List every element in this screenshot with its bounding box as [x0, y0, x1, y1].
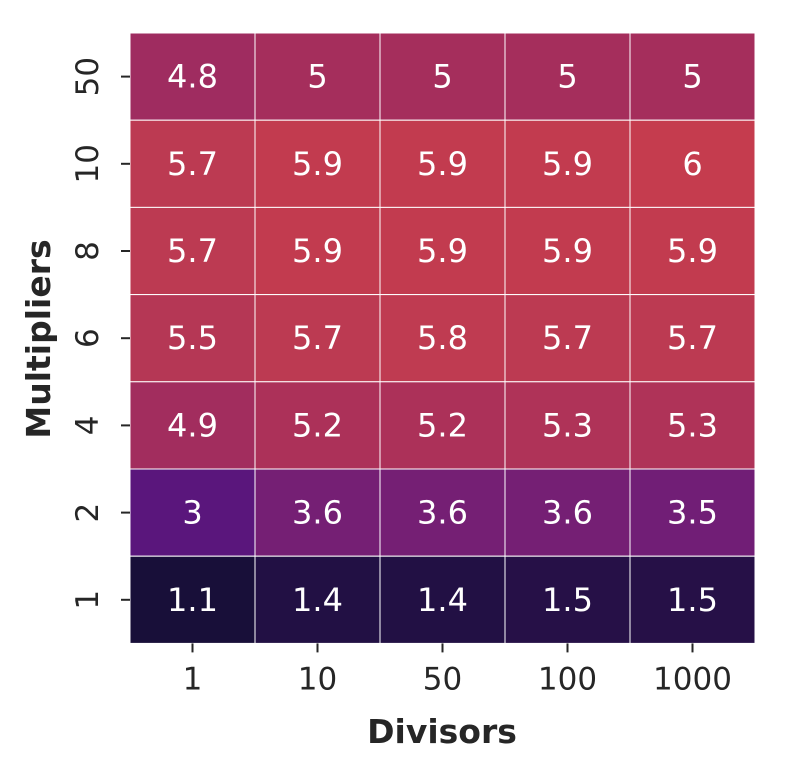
heatmap-cell-labels: 4.8 5 5 5 5 5.7 5.9 5.9 5.9 6 5.7 5.9 5.9 5.9 5.9 5.5 5.… — [167, 58, 718, 619]
cell-value-label: 5.9 — [542, 232, 593, 270]
cell-value-label: 5 — [682, 58, 702, 96]
heatmap-cell — [379, 468, 506, 557]
heatmap-cell — [629, 555, 756, 644]
heatmap-cell — [504, 32, 631, 121]
cell-value-label: 5.7 — [167, 232, 218, 270]
cell-value-label: 5.7 — [542, 319, 593, 357]
cell-value-label: 5.9 — [667, 232, 718, 270]
heatmap-cell — [129, 32, 256, 121]
cell-value-label: 5.9 — [292, 145, 343, 183]
heatmap-cell — [629, 294, 756, 383]
cell-value-label: 6 — [682, 145, 702, 183]
heatmap-cell — [504, 206, 631, 296]
y-axis-title: Multipliers — [19, 239, 58, 438]
y-tick-label: 10 — [70, 144, 106, 183]
cell-value-label: 3.6 — [542, 494, 593, 532]
cell-value-label: 4.8 — [167, 58, 218, 96]
cell-value-label: 4.9 — [167, 406, 218, 444]
cell-value-label: 1.4 — [417, 581, 468, 619]
y-tick-label: 2 — [70, 503, 106, 523]
cell-value-label: 3.6 — [292, 494, 343, 532]
y-axis-ticks: 50 10 8 6 4 2 1 — [70, 57, 130, 610]
heatmap-cell — [254, 294, 381, 383]
heatmap-cell — [129, 381, 256, 470]
cell-value-label: 1.5 — [667, 581, 718, 619]
x-tick-label: 100 — [538, 661, 597, 697]
cell-value-label: 5.9 — [417, 145, 468, 183]
heatmap-cell — [379, 206, 506, 296]
cell-value-label: 5.5 — [167, 319, 218, 357]
cell-value-label: 5.2 — [292, 406, 343, 444]
heatmap-cell — [129, 119, 256, 208]
heatmap-cell — [254, 468, 381, 557]
y-tick-label: 8 — [70, 241, 106, 261]
heatmap-cell — [129, 555, 256, 644]
y-tick-label: 4 — [70, 416, 106, 436]
heatmap-cell — [379, 32, 506, 121]
cell-value-label: 1.1 — [167, 581, 218, 619]
heatmap-cell — [629, 381, 756, 470]
heatmap-cell — [504, 294, 631, 383]
cell-value-label: 5.7 — [292, 319, 343, 357]
x-tick-label: 1 — [183, 661, 203, 697]
cell-value-label: 3.6 — [417, 494, 468, 532]
x-tick-label: 50 — [423, 661, 462, 697]
heatmap-cell — [254, 32, 381, 121]
cell-value-label: 5.7 — [667, 319, 718, 357]
cell-value-label: 5 — [557, 58, 577, 96]
cell-value-label: 5.3 — [542, 406, 593, 444]
heatmap-cell — [504, 468, 631, 557]
heatmap-cell — [629, 468, 756, 557]
y-tick-label: 6 — [70, 328, 106, 348]
cell-value-label: 5.8 — [417, 319, 468, 357]
cell-value-label: 5 — [307, 58, 327, 96]
heatmap-cell — [629, 32, 756, 121]
cell-value-label: 5.2 — [417, 406, 468, 444]
heatmap-cell — [379, 294, 506, 383]
heatmap-cell — [254, 206, 381, 296]
cell-value-label: 5.7 — [167, 145, 218, 183]
heatmap-cell — [379, 381, 506, 470]
heatmap-cell — [254, 381, 381, 470]
cell-value-label: 1.4 — [292, 581, 343, 619]
x-axis-title: Divisors — [367, 712, 517, 751]
heatmap-cell — [379, 119, 506, 208]
heatmap-cell — [629, 206, 756, 296]
heatmap-cell — [629, 119, 756, 208]
cell-value-label: 5.9 — [417, 232, 468, 270]
x-axis-ticks: 1 10 50 100 1000 — [183, 643, 732, 697]
cell-value-label: 5 — [432, 58, 452, 96]
cell-value-label: 3.5 — [667, 494, 718, 532]
x-tick-label: 10 — [298, 661, 337, 697]
y-tick-label: 1 — [70, 590, 106, 610]
cell-value-label: 5.9 — [292, 232, 343, 270]
heatmap-cells — [129, 32, 756, 644]
cell-value-label: 5.9 — [542, 145, 593, 183]
cell-value-label: 1.5 — [542, 581, 593, 619]
y-tick-label: 50 — [70, 57, 106, 96]
cell-value-label: 3 — [182, 494, 202, 532]
cell-value-label: 5.3 — [667, 406, 718, 444]
x-tick-label: 1000 — [653, 661, 732, 697]
